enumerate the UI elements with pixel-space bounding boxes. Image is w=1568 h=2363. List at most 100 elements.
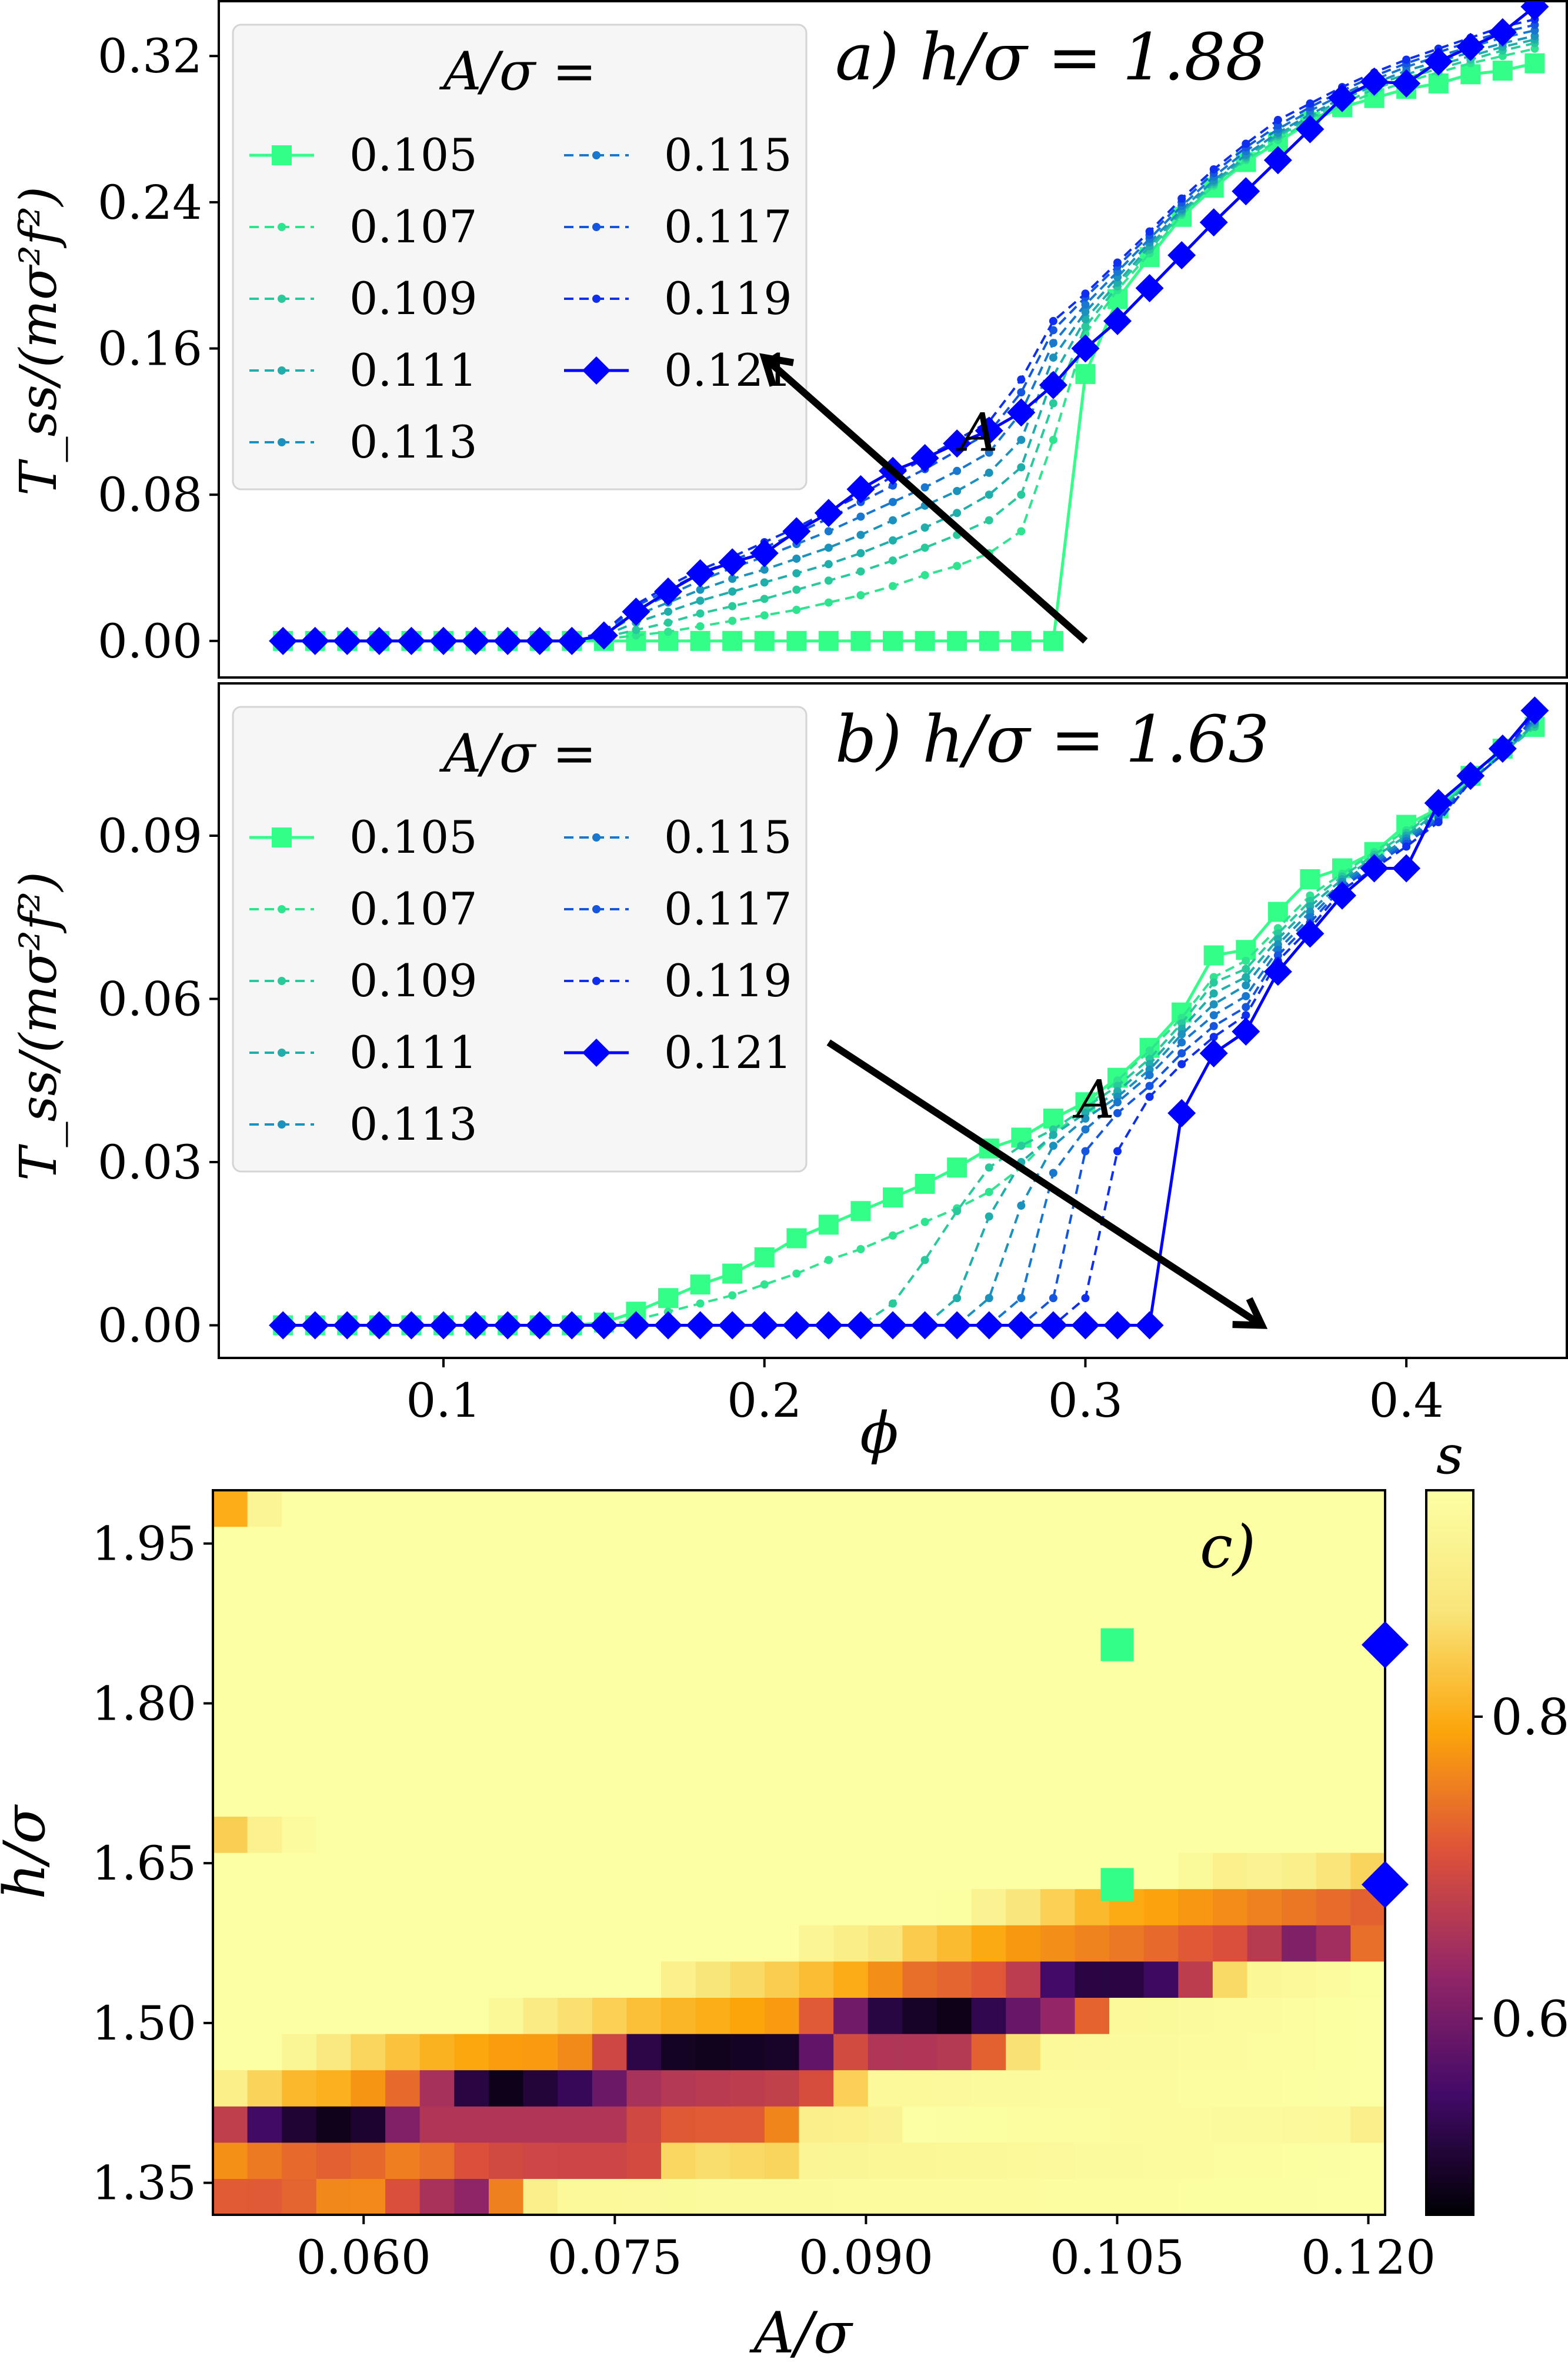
heatmap-cell: [1247, 2034, 1282, 2071]
heatmap-cell: [419, 2178, 455, 2215]
heatmap-cell: [936, 2142, 972, 2179]
data-point: [1017, 1294, 1026, 1303]
data-point: [1360, 854, 1389, 883]
heatmap-cell: [730, 1563, 765, 1600]
heatmap-cell: [488, 1961, 524, 1998]
heatmap-cell: [764, 1961, 800, 1998]
panel-b-title: b) h/σ = 1.63: [835, 702, 1269, 777]
data-point: [943, 429, 972, 458]
legend-marker: [592, 295, 600, 303]
heatmap-cell: [833, 1707, 869, 1744]
heatmap-cell: [592, 1526, 628, 1563]
series-line: [283, 712, 1536, 1327]
heatmap-cell: [868, 1563, 903, 1600]
heatmap-cell: [1075, 1997, 1110, 2034]
overlay-end-marker: [1362, 1621, 1409, 1668]
heatmap-cell: [316, 1997, 352, 2034]
heatmap-cell: [730, 1961, 765, 1998]
heatmap-cell: [1212, 1816, 1248, 1853]
heatmap-cell: [799, 1598, 834, 1636]
heatmap-cell: [247, 1816, 282, 1853]
heatmap-cell: [523, 2142, 558, 2179]
heatmap-cell: [799, 1671, 834, 1708]
data-point: [792, 585, 801, 594]
heatmap-cell: [936, 1563, 972, 1600]
x-tick-label: 0.3: [1048, 1373, 1123, 1428]
heatmap-cell: [351, 1635, 386, 1672]
legend-entry: 0.113: [349, 416, 478, 468]
data-point: [824, 598, 833, 607]
data-point: [985, 468, 993, 477]
heatmap-cell: [282, 1780, 317, 1817]
heatmap-cell: [868, 2034, 903, 2071]
heatmap-cell: [1282, 1490, 1317, 1527]
data-point: [1402, 55, 1411, 64]
heatmap-cell: [1178, 1563, 1213, 1600]
heatmap-cell: [213, 1853, 248, 1890]
data-point: [1306, 99, 1315, 108]
data-point: [1520, 1, 1549, 21]
heatmap-cell: [1143, 1925, 1179, 1962]
heatmap-cell: [316, 2142, 352, 2179]
data-point: [760, 611, 769, 620]
heatmap-cell: [247, 1744, 282, 1781]
heatmap-cell: [1006, 1598, 1041, 1636]
heatmap-cell: [558, 2142, 593, 2179]
heatmap-cell: [868, 1490, 903, 1527]
data-point: [1145, 1093, 1154, 1101]
heatmap-cell: [661, 1780, 696, 1817]
panel-a-y-ticks: 0.00 0.08 0.16 0.24 0.32: [98, 29, 219, 669]
heatmap-cell: [454, 2070, 489, 2107]
heatmap-cell: [316, 1707, 352, 1744]
heatmap-cell: [558, 1961, 593, 1998]
heatmap-cell: [1006, 1816, 1041, 1853]
heatmap-cell: [971, 1780, 1006, 1817]
heatmap-cell: [1109, 2034, 1145, 2071]
data-point: [1177, 1049, 1186, 1057]
x-tick-label: 0.090: [799, 2230, 933, 2285]
heatmap-cell: [1006, 1853, 1041, 1890]
heatmap-cell: [558, 1997, 593, 2034]
heatmap-cell: [1109, 1490, 1145, 1527]
heatmap-cell: [936, 1961, 972, 1998]
data-point: [1145, 227, 1154, 236]
data-point: [1039, 371, 1067, 399]
heatmap-cell: [1178, 1490, 1213, 1527]
heatmap-cell: [1282, 1526, 1317, 1563]
heatmap-cell: [971, 1490, 1006, 1527]
heatmap-cell: [454, 1925, 489, 1962]
heatmap-cell: [213, 1598, 248, 1636]
data-point: [824, 560, 833, 569]
heatmap-cell: [1212, 2070, 1248, 2107]
heatmap-cell: [626, 1707, 662, 1744]
heatmap-cell: [351, 1490, 386, 1527]
heatmap-cell: [1350, 1997, 1385, 2034]
heatmap-cell: [385, 1490, 421, 1527]
heatmap-cell: [523, 1816, 558, 1853]
heatmap-cell: [488, 1671, 524, 1708]
data-point: [1428, 73, 1449, 94]
heatmap-cell: [213, 1780, 248, 1817]
heatmap-cell: [1316, 1961, 1351, 1998]
series-line: [283, 35, 1535, 642]
data-point: [722, 630, 743, 651]
heatmap-cell: [454, 1635, 489, 1672]
legend-title: A/σ =: [439, 41, 597, 102]
heatmap-cell: [351, 1707, 386, 1744]
heatmap-cell: [419, 1526, 455, 1563]
data-point: [856, 512, 865, 521]
data-point: [429, 1311, 458, 1340]
data-point: [461, 1311, 490, 1340]
data-point: [690, 630, 710, 651]
data-point: [493, 626, 522, 655]
data-point: [269, 1311, 298, 1340]
heatmap-cell: [1109, 1780, 1145, 1817]
data-point: [792, 606, 801, 614]
heatmap-cell: [902, 1635, 938, 1672]
heatmap-cell: [1350, 2070, 1385, 2107]
heatmap-cell: [282, 1526, 317, 1563]
heatmap-cell: [1040, 1563, 1076, 1600]
arrow-label: A: [1072, 1069, 1115, 1131]
heatmap-cell: [592, 1925, 628, 1962]
data-point: [975, 416, 1003, 445]
